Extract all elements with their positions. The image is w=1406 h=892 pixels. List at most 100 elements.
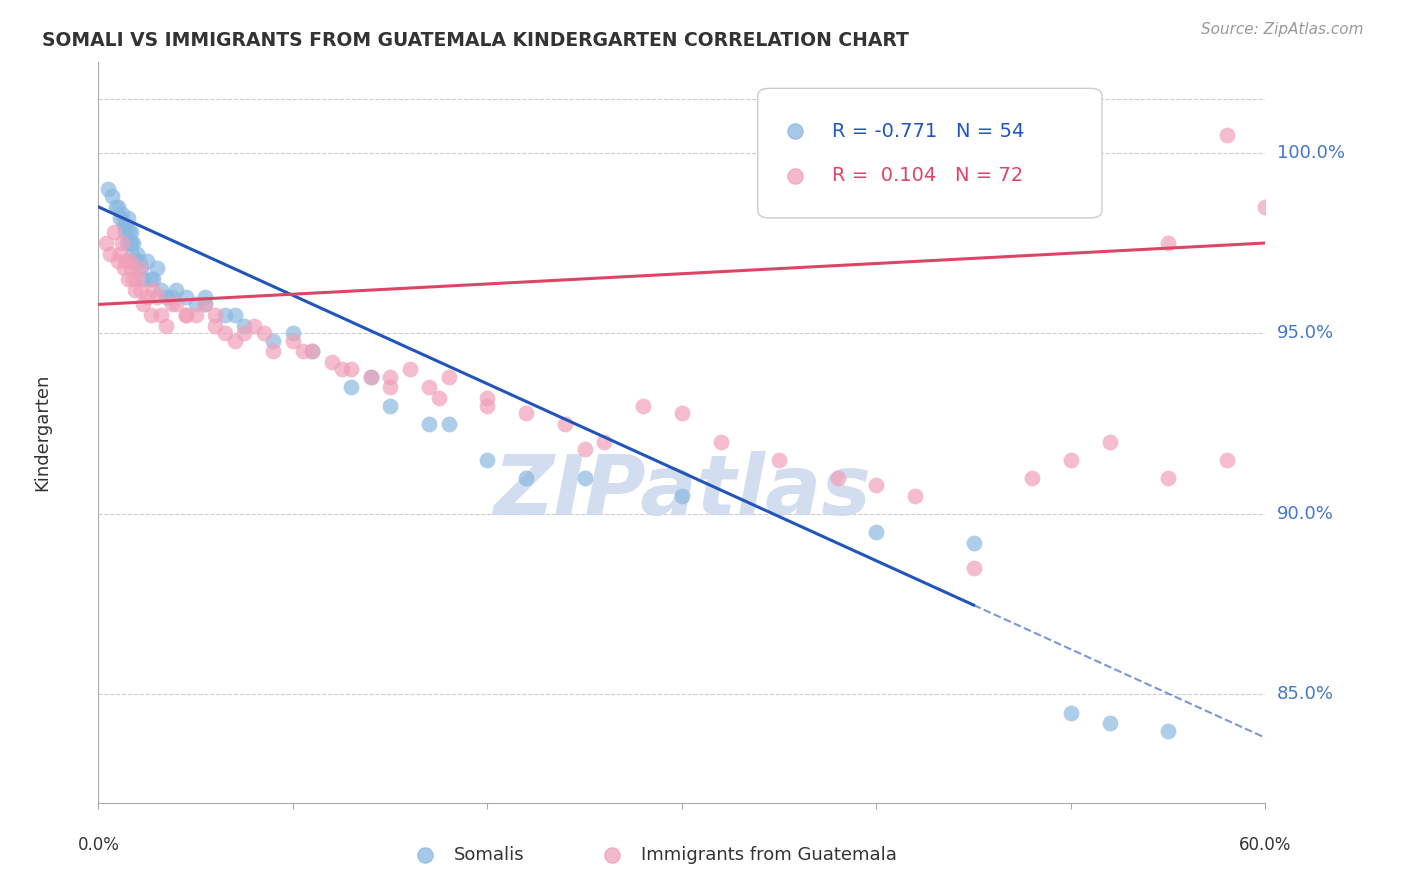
Point xyxy=(121,235,143,250)
Point xyxy=(129,283,152,297)
Point xyxy=(418,380,440,394)
Point xyxy=(301,344,323,359)
Point xyxy=(174,290,197,304)
Text: Kindergarten: Kindergarten xyxy=(34,374,52,491)
Point xyxy=(224,308,246,322)
Point xyxy=(1060,706,1083,720)
Text: Immigrants from Guatemala: Immigrants from Guatemala xyxy=(641,846,897,863)
Point xyxy=(380,369,402,384)
Point xyxy=(710,434,733,449)
Point xyxy=(418,417,440,431)
Point xyxy=(262,334,284,348)
Point xyxy=(962,535,984,549)
Point xyxy=(194,297,217,311)
Point xyxy=(1215,452,1237,467)
Point xyxy=(360,369,382,384)
Point xyxy=(103,225,125,239)
Point xyxy=(291,344,314,359)
Point xyxy=(477,392,499,406)
Text: Somalis: Somalis xyxy=(454,846,524,863)
Text: 90.0%: 90.0% xyxy=(1277,505,1333,523)
Point xyxy=(301,344,323,359)
Point xyxy=(233,319,256,334)
Point xyxy=(162,290,184,304)
Point xyxy=(243,319,266,334)
Point xyxy=(340,380,363,394)
Point xyxy=(671,489,693,503)
Point xyxy=(104,200,127,214)
Point xyxy=(155,290,177,304)
Point xyxy=(253,326,276,341)
Point xyxy=(155,319,177,334)
Point xyxy=(107,254,129,268)
Point xyxy=(118,235,141,250)
Point xyxy=(233,326,256,341)
Point xyxy=(380,380,402,394)
Point xyxy=(107,200,129,214)
Point xyxy=(174,308,197,322)
Point xyxy=(1098,716,1121,731)
Point xyxy=(122,272,145,286)
Point xyxy=(117,272,139,286)
Point xyxy=(437,417,460,431)
Point xyxy=(139,272,162,286)
Point xyxy=(204,319,226,334)
Point xyxy=(184,297,207,311)
Point xyxy=(1060,452,1083,467)
Point xyxy=(121,261,143,276)
Point xyxy=(1157,235,1180,250)
Point xyxy=(262,344,284,359)
Point xyxy=(98,247,121,261)
FancyBboxPatch shape xyxy=(758,88,1102,218)
Point xyxy=(281,334,304,348)
Text: R =  0.104   N = 72: R = 0.104 N = 72 xyxy=(832,166,1024,186)
Text: 0.0%: 0.0% xyxy=(77,836,120,855)
Point xyxy=(114,218,136,232)
Point xyxy=(128,254,150,268)
Point xyxy=(515,406,537,420)
Point xyxy=(136,254,159,268)
Point xyxy=(194,290,217,304)
Point xyxy=(136,290,159,304)
Point xyxy=(101,189,124,203)
Point xyxy=(281,326,304,341)
Point xyxy=(1254,200,1277,214)
Point xyxy=(768,452,790,467)
Point xyxy=(437,369,460,384)
Point xyxy=(97,182,120,196)
Point xyxy=(554,417,576,431)
Text: R = -0.771   N = 54: R = -0.771 N = 54 xyxy=(832,122,1025,141)
Point xyxy=(321,355,343,369)
Point xyxy=(146,290,169,304)
Text: ZIPatlas: ZIPatlas xyxy=(494,451,870,533)
Point xyxy=(149,283,172,297)
Point xyxy=(128,261,150,276)
Point xyxy=(1157,471,1180,485)
Point xyxy=(111,207,134,221)
Point xyxy=(427,392,450,406)
Point xyxy=(1215,128,1237,142)
Point xyxy=(574,471,596,485)
Point xyxy=(330,362,353,376)
Point xyxy=(214,308,236,322)
Point xyxy=(117,211,139,225)
Point xyxy=(112,261,135,276)
Point xyxy=(96,235,118,250)
Text: SOMALI VS IMMIGRANTS FROM GUATEMALA KINDERGARTEN CORRELATION CHART: SOMALI VS IMMIGRANTS FROM GUATEMALA KIND… xyxy=(42,31,910,50)
Point xyxy=(112,218,135,232)
Point xyxy=(904,489,927,503)
Point xyxy=(1021,471,1043,485)
Point xyxy=(574,442,596,456)
Point xyxy=(108,211,131,225)
Point xyxy=(162,297,184,311)
Point xyxy=(398,362,420,376)
Point xyxy=(129,261,152,276)
Point xyxy=(360,369,382,384)
Point xyxy=(127,272,149,286)
Point xyxy=(146,261,169,276)
Point xyxy=(214,326,236,341)
Point xyxy=(865,524,887,539)
Point xyxy=(827,471,849,485)
Point xyxy=(142,283,165,297)
Point xyxy=(108,247,131,261)
